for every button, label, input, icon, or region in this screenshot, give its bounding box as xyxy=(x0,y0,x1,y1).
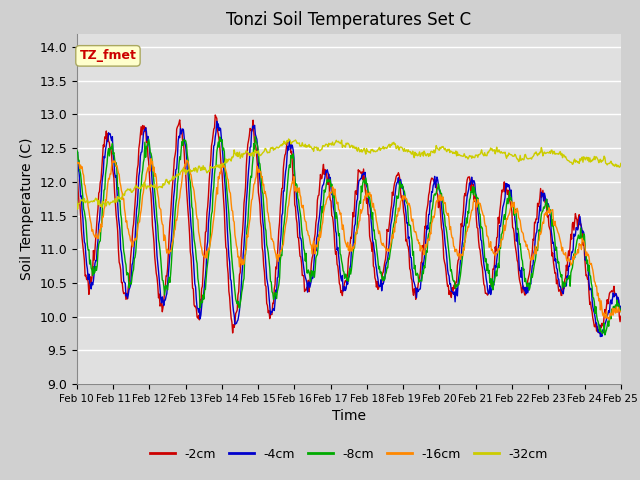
Text: TZ_fmet: TZ_fmet xyxy=(79,49,136,62)
Y-axis label: Soil Temperature (C): Soil Temperature (C) xyxy=(20,138,34,280)
X-axis label: Time: Time xyxy=(332,409,366,423)
Legend: -2cm, -4cm, -8cm, -16cm, -32cm: -2cm, -4cm, -8cm, -16cm, -32cm xyxy=(145,443,553,466)
Title: Tonzi Soil Temperatures Set C: Tonzi Soil Temperatures Set C xyxy=(226,11,472,29)
